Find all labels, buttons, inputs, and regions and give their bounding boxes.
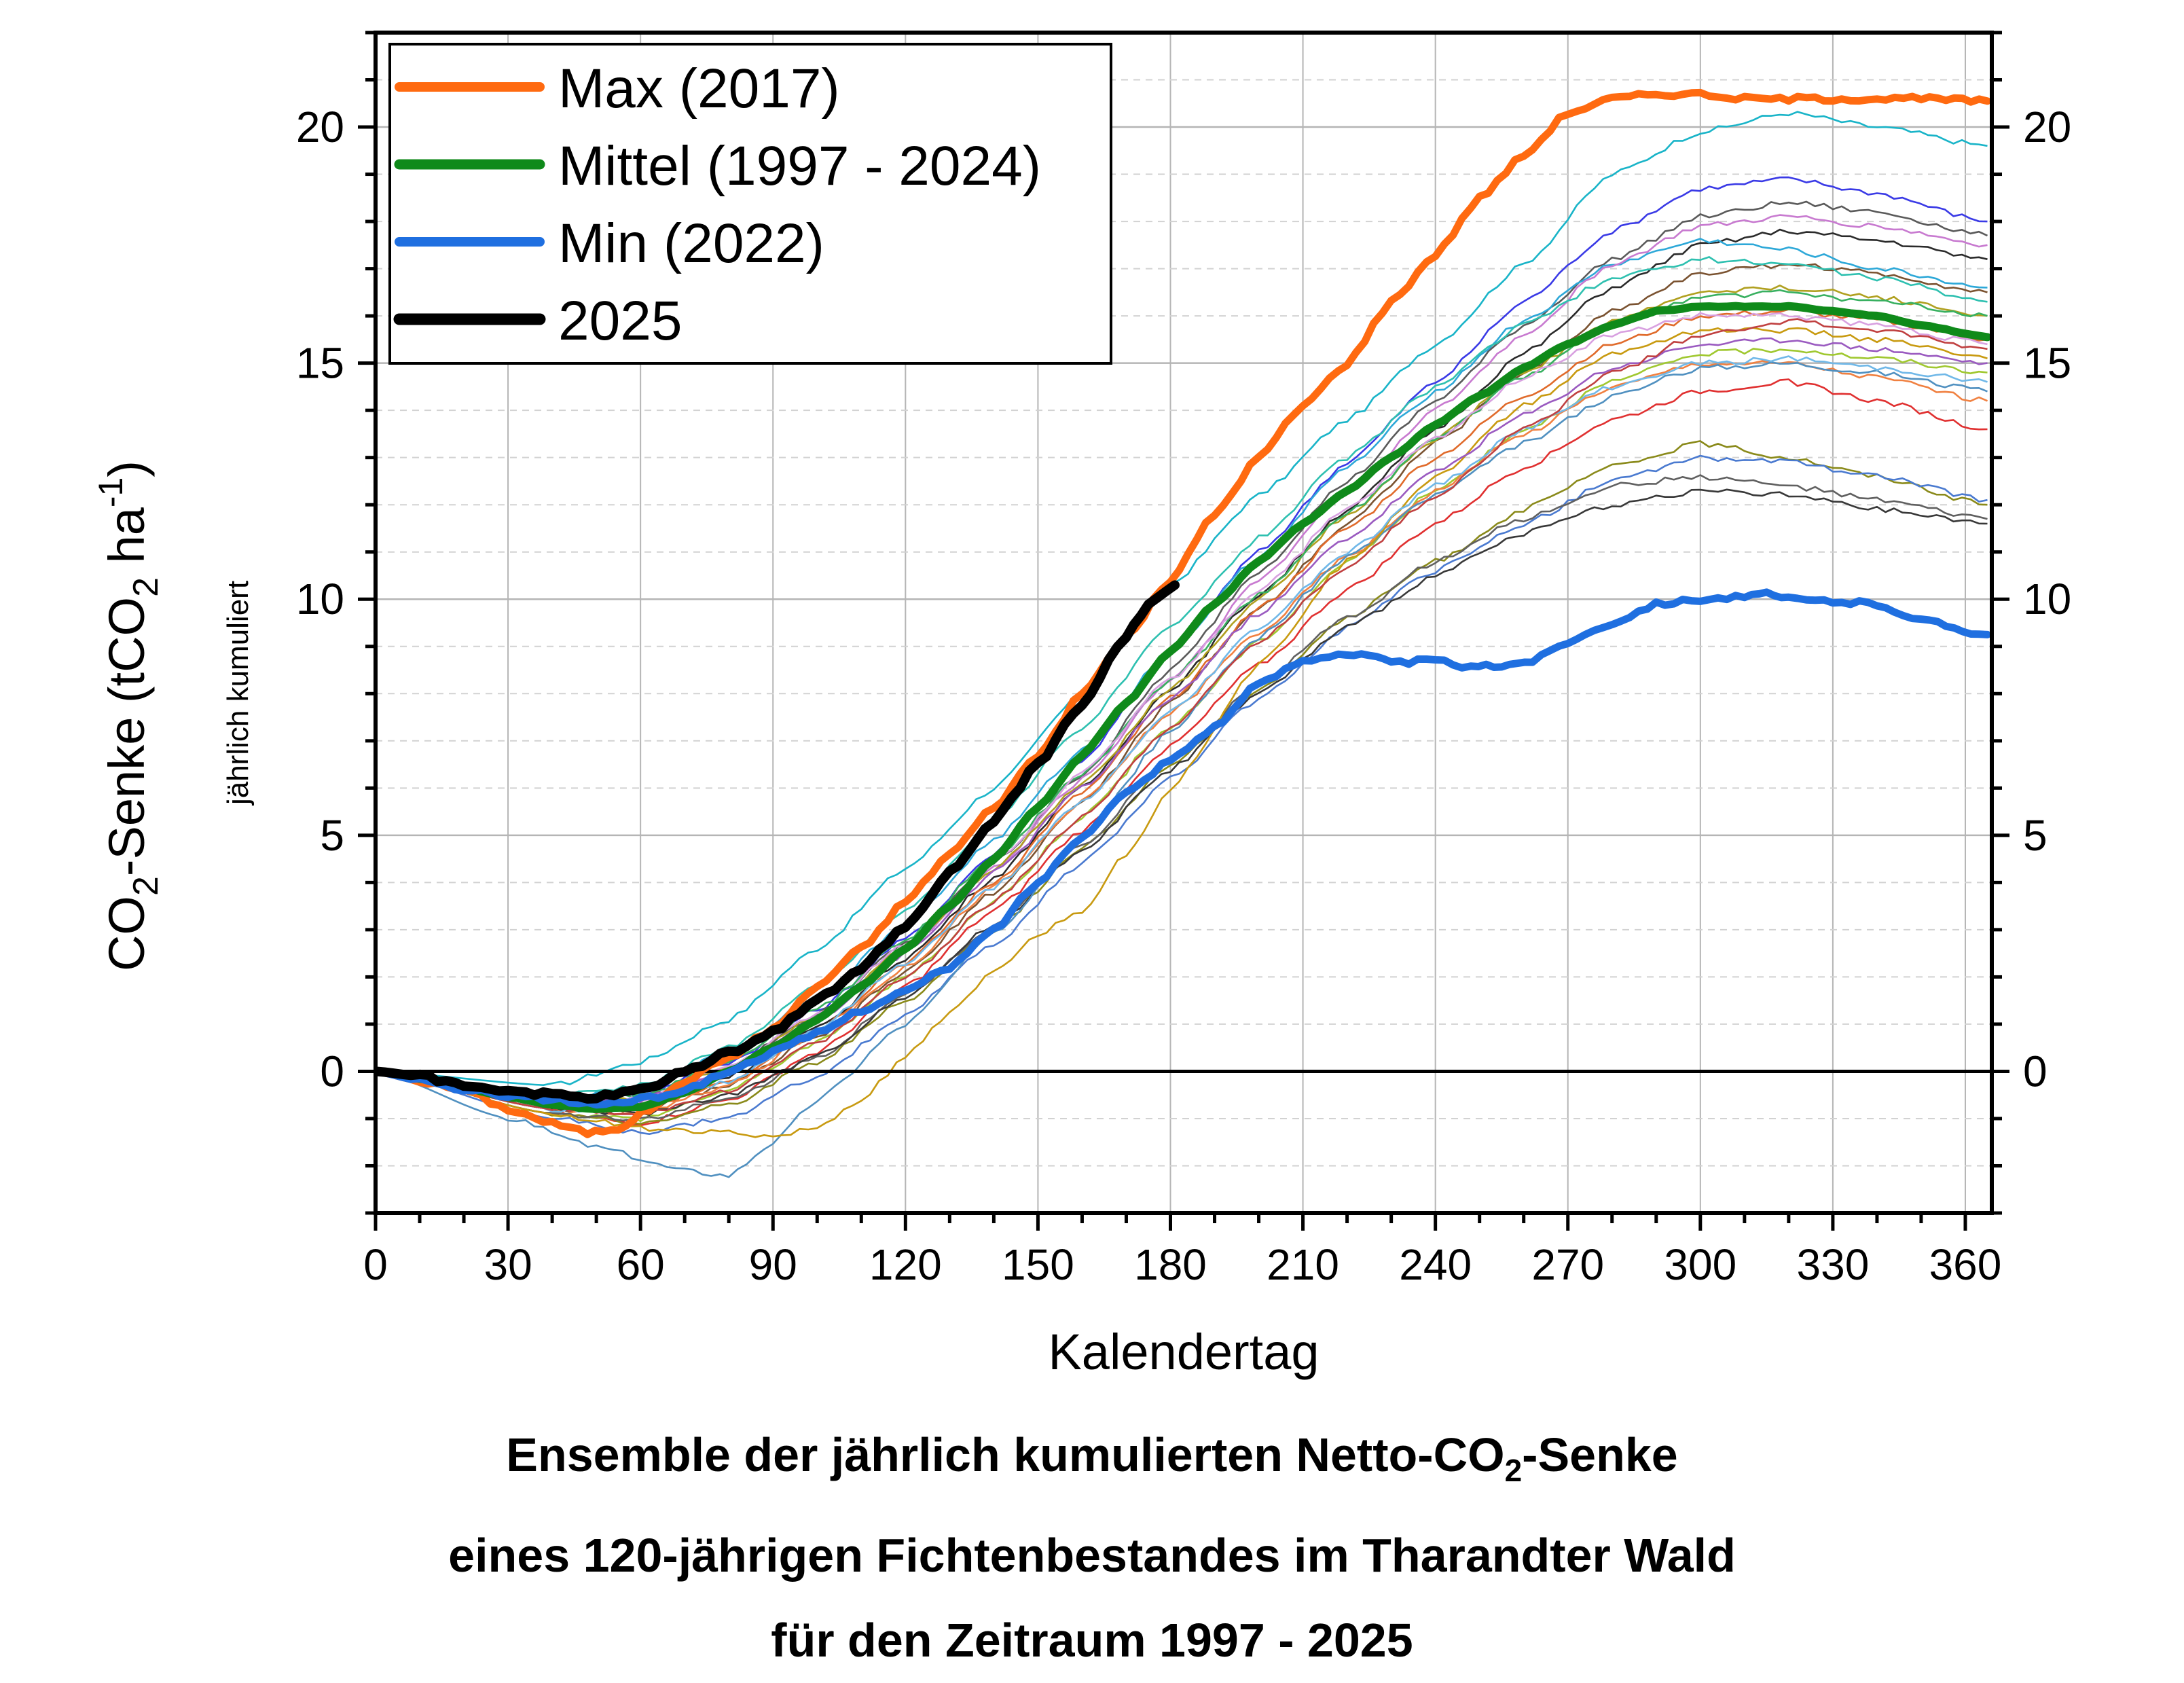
x-tick-label-7: 210 — [1267, 1240, 1339, 1289]
y-tick-label-left-2: 10 — [296, 575, 344, 623]
co2-sink-chart: 0 30 60 90 120 150 180 210 240 270 300 330 360 05101… — [92, 31, 2071, 1380]
caption-line-3: für den Zeitraum 1997 - 2025 — [771, 1614, 1413, 1667]
x-tick-labels: 0 30 60 90 120 150 180 210 240 270 300 330 360 — [363, 1240, 2001, 1289]
caption-line-1: Ensemble der jährlich kumulierten Netto-… — [506, 1428, 1678, 1488]
x-axis-title: Kalendertag — [1048, 1324, 1319, 1380]
ensemble-line-8 — [376, 308, 1988, 1112]
legend-label-3: 2025 — [558, 290, 682, 352]
ensemble-line-11 — [376, 378, 1988, 1127]
x-tick-label-1: 30 — [484, 1240, 532, 1289]
x-tick-label-3: 90 — [749, 1240, 797, 1289]
legend-label-1: Mittel (1997 - 2024) — [558, 135, 1041, 197]
ensemble-line-22 — [376, 355, 1988, 1113]
ensemble-line-13 — [376, 312, 1988, 1107]
y-tick-label-left-3: 15 — [296, 339, 344, 388]
y-tick-label-right-1: 5 — [2023, 811, 2047, 860]
series-line-2025 — [376, 580, 1180, 1104]
series-line-min — [376, 588, 1991, 1109]
ensemble-line-20 — [376, 256, 1988, 1098]
ensemble-line-17 — [376, 488, 1988, 1117]
y-axis-title: CO2-Senke (tCO2 ha-1) — [92, 460, 166, 971]
x-tick-label-5: 150 — [1002, 1240, 1074, 1289]
y-tick-label-right-4: 20 — [2023, 103, 2071, 151]
x-tick-label-4: 120 — [869, 1240, 942, 1289]
x-tick-label-10: 300 — [1664, 1240, 1736, 1289]
y-tick-label-left-0: 0 — [320, 1047, 344, 1096]
legend-label-0: Max (2017) — [558, 58, 840, 120]
main-series — [376, 88, 1992, 1138]
ensemble-line-15 — [376, 454, 1988, 1135]
ensemble-line-19 — [376, 327, 1988, 1138]
legend-label-2: Min (2022) — [558, 213, 824, 274]
y-tick-label-right-0: 0 — [2023, 1047, 2047, 1096]
y-tick-label-left-1: 5 — [320, 811, 344, 860]
chart-caption: Ensemble der jährlich kumulierten Netto-… — [0, 1413, 2184, 1683]
ensemble-line-10 — [376, 348, 1988, 1123]
y-axis-subtitle: jährlich kumuliert — [221, 581, 255, 806]
x-tick-label-8: 240 — [1399, 1240, 1472, 1289]
ensemble-line-14 — [376, 440, 1988, 1125]
y-tick-label-right-2: 10 — [2023, 575, 2071, 623]
x-tick-label-9: 270 — [1531, 1240, 1604, 1289]
ensemble-line-9 — [376, 289, 1988, 1104]
x-tick-label-2: 60 — [617, 1240, 665, 1289]
plot-frame — [374, 31, 1994, 1215]
legend: Max (2017) Mittel (1997 - 2024) Min (2022)… — [388, 43, 1112, 365]
y-tick-labels-left: 0 5 10 15 20 — [296, 103, 344, 1096]
x-tick-label-12: 360 — [1929, 1240, 2002, 1289]
x-tick-label-0: 0 — [363, 1240, 388, 1289]
legend-box — [388, 43, 1112, 365]
y-tick-labels-right: 0 5 10 15 20 — [2023, 103, 2071, 1096]
series-line-mean — [376, 302, 1992, 1113]
y-tick-label-right-3: 15 — [2023, 339, 2071, 388]
x-tick-label-6: 180 — [1134, 1240, 1207, 1289]
axis-ticks — [358, 31, 2009, 1231]
ensemble-line-23 — [376, 318, 1988, 1117]
ensemble-line-18 — [376, 361, 1988, 1178]
y-tick-label-left-4: 20 — [296, 103, 344, 151]
ensemble-line-6 — [376, 263, 1988, 1113]
ensemble-line-0 — [376, 111, 1988, 1086]
caption-line-2: eines 120-jährigen Fichtenbestandes im T… — [448, 1529, 1736, 1582]
series-line-max — [376, 88, 1991, 1138]
x-tick-label-11: 330 — [1797, 1240, 1870, 1289]
